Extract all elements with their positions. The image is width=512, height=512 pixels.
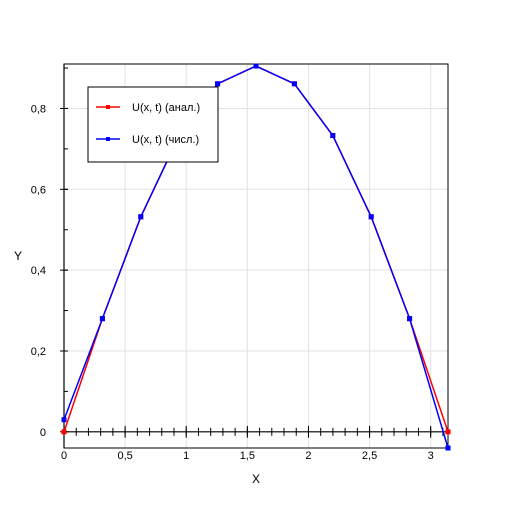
legend-box xyxy=(87,86,219,163)
legend-label-numeric: U(x, t) (числ.) xyxy=(132,134,199,146)
axes: 0 0,2 0,4 0,6 0,8 0 0,5 1 1,5 2 2,5 3 xyxy=(31,64,448,462)
x-tick-label: 2 xyxy=(305,450,311,462)
y-axis-title: Y xyxy=(14,249,22,263)
legend: U(x, t) (анал.) U(x, t) (числ.) xyxy=(87,86,219,163)
series-point-1 xyxy=(215,81,221,87)
series-point-1 xyxy=(253,63,259,69)
x-tick-label: 0 xyxy=(61,450,67,462)
series-point-1 xyxy=(368,214,374,220)
series-point-1 xyxy=(61,417,67,423)
series-point-1 xyxy=(291,81,297,87)
y-tick-label: 0,2 xyxy=(31,346,46,358)
series-point-1 xyxy=(407,316,413,322)
y-tick-label: 0,8 xyxy=(31,103,46,115)
x-tick-label: 0,5 xyxy=(117,450,132,462)
legend-marker-numeric xyxy=(106,137,110,141)
y-tick-label: 0,4 xyxy=(31,265,46,277)
series-point-1 xyxy=(445,445,451,451)
series-group xyxy=(61,63,451,451)
series-point-0 xyxy=(445,429,451,435)
x-tick-label: 3 xyxy=(428,450,434,462)
series-point-0 xyxy=(61,429,67,435)
x-tick-label: 1,5 xyxy=(240,450,255,462)
series-point-1 xyxy=(99,316,105,322)
x-tick-label: 1 xyxy=(183,450,189,462)
series-point-1 xyxy=(330,133,336,139)
legend-marker-analytic xyxy=(106,105,110,109)
y-tick-label: 0 xyxy=(40,427,46,439)
x-tick-label: 2,5 xyxy=(362,450,377,462)
legend-label-analytic: U(x, t) (анал.) xyxy=(132,102,200,114)
y-tick-label: 0,6 xyxy=(31,184,46,196)
series-point-1 xyxy=(138,214,144,220)
x-axis-title: X xyxy=(252,472,260,486)
